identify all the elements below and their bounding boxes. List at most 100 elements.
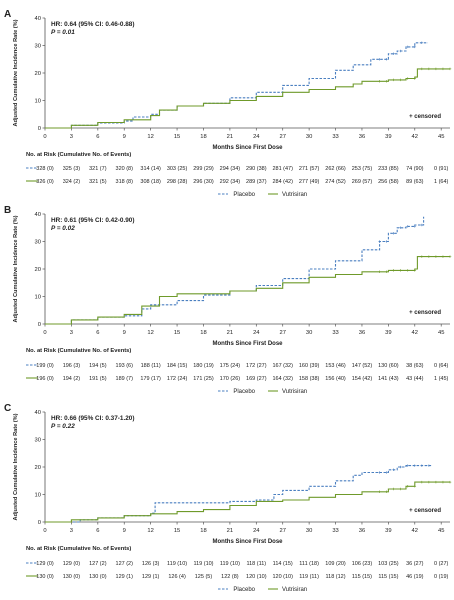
censor-mark xyxy=(406,484,410,488)
p-value-text: P = 0.01 xyxy=(51,29,75,36)
risk-table-cell: 111 (18) xyxy=(299,561,319,567)
censor-mark xyxy=(378,270,381,274)
risk-table-cell: 154 (42) xyxy=(352,376,373,382)
x-tick-label: 9 xyxy=(123,528,126,534)
risk-table-cell: 170 (26) xyxy=(220,376,241,382)
x-tick-label: 21 xyxy=(227,330,233,336)
x-tick-label: 42 xyxy=(412,330,418,336)
risk-table-cell: 38 (63) xyxy=(406,363,424,369)
censor-mark xyxy=(385,471,388,474)
x-tick-label: 45 xyxy=(438,330,444,336)
censor-mark xyxy=(420,464,424,467)
x-tick-label: 6 xyxy=(96,134,99,140)
risk-table-cell: 114 (15) xyxy=(273,561,293,567)
censor-mark xyxy=(413,484,417,488)
x-tick-label: 45 xyxy=(438,528,444,534)
censor-mark xyxy=(399,49,402,53)
risk-table-cell: 184 (15) xyxy=(167,363,188,369)
censor-mark xyxy=(448,480,452,484)
risk-table-header: No. at Risk (Cumulative No. of Events) xyxy=(26,546,131,552)
risk-table-cell: 314 (14) xyxy=(140,166,161,172)
risk-table-cell: 74 (90) xyxy=(406,166,424,172)
censor-mark xyxy=(420,41,424,45)
censor-mark xyxy=(448,67,452,71)
censor-mark xyxy=(434,480,438,484)
censor-mark xyxy=(399,269,402,272)
censor-mark xyxy=(413,464,417,467)
risk-table-cell: 320 (8) xyxy=(116,166,134,172)
risk-table-cell: 129 (0) xyxy=(36,561,54,567)
risk-table-cell: 179 (17) xyxy=(140,376,161,382)
x-tick-label: 21 xyxy=(227,528,233,534)
risk-table-cell: 164 (32) xyxy=(272,376,293,382)
x-tick-label: 30 xyxy=(306,134,312,140)
risk-table-cell: 318 (8) xyxy=(116,179,134,185)
censor-mark xyxy=(413,77,417,80)
risk-table-cell: 160 (39) xyxy=(299,363,320,369)
risk-table-cell: 120 (10) xyxy=(272,574,293,580)
risk-table-cell: 175 (24) xyxy=(220,363,241,369)
x-tick-label: 33 xyxy=(332,528,338,534)
risk-table-cell: 129 (1) xyxy=(142,574,160,580)
x-tick-label: 9 xyxy=(123,330,126,336)
risk-table-cell: 180 (19) xyxy=(193,363,214,369)
x-tick-label: 12 xyxy=(147,134,153,140)
risk-table-cell: 269 (57) xyxy=(352,179,373,185)
censor-mark xyxy=(420,67,424,71)
y-tick-label: 0 xyxy=(38,322,41,328)
x-tick-label: 36 xyxy=(359,330,365,336)
x-tick-label: 3 xyxy=(70,134,73,140)
risk-table-header: No. at Risk (Cumulative No. of Events) xyxy=(26,152,131,158)
y-tick-label: 30 xyxy=(35,438,41,444)
risk-table-cell: 281 (47) xyxy=(272,166,293,172)
risk-table-cell: 115 (15) xyxy=(352,574,372,580)
risk-table-cell: 284 (42) xyxy=(272,179,293,185)
risk-table-cell: 141 (43) xyxy=(378,376,399,382)
placebo-curve xyxy=(45,42,428,129)
x-tick-label: 36 xyxy=(359,134,365,140)
risk-table-cell: 189 (7) xyxy=(116,376,134,382)
risk-table-cell: 115 (15) xyxy=(378,574,398,580)
y-tick-label: 10 xyxy=(35,295,41,301)
x-tick-label: 0 xyxy=(43,330,46,336)
risk-table-cell: 129 (0) xyxy=(63,561,81,567)
censor-mark xyxy=(392,78,395,82)
vutrisiran-curve xyxy=(45,256,450,325)
risk-table-cell: 196 (0) xyxy=(36,376,54,382)
risk-table-cell: 1 (64) xyxy=(434,179,449,185)
x-tick-label: 24 xyxy=(253,330,260,336)
risk-table-cell: 122 (8) xyxy=(221,574,239,580)
x-tick-label: 36 xyxy=(359,528,365,534)
risk-table-cell: 289 (37) xyxy=(246,179,267,185)
y-axis-label: Adjusted Cumulative Incidence Rate (%) xyxy=(13,19,19,126)
risk-table-cell: 290 (38) xyxy=(246,166,267,172)
censor-mark xyxy=(378,57,381,61)
y-tick-label: 0 xyxy=(38,126,41,132)
risk-table-cell: 0 (27) xyxy=(434,561,449,567)
x-tick-label: 27 xyxy=(279,330,285,336)
x-axis-label: Months Since First Dose xyxy=(212,539,283,545)
censor-mark xyxy=(406,225,410,228)
x-tick-label: 27 xyxy=(279,528,285,534)
risk-table-cell: 274 (52) xyxy=(325,179,346,185)
x-tick-label: 9 xyxy=(123,134,126,140)
censor-mark xyxy=(392,468,395,472)
legend-vutrisiran-label: Vutrisiran xyxy=(282,192,307,198)
risk-table-cell: 147 (52) xyxy=(352,363,373,369)
placebo-curve xyxy=(45,216,425,325)
legend-placebo-label: Placebo xyxy=(233,192,255,198)
censor-mark xyxy=(427,480,431,484)
x-tick-label: 18 xyxy=(200,528,206,534)
risk-table-cell: 127 (2) xyxy=(89,561,107,567)
risk-table-cell: 188 (11) xyxy=(141,363,161,369)
legend-placebo-label: Placebo xyxy=(233,587,255,593)
risk-table-cell: 126 (4) xyxy=(168,574,186,580)
risk-table-cell: 303 (25) xyxy=(167,166,188,172)
risk-table-header: No. at Risk (Cumulative No. of Events) xyxy=(26,348,131,354)
legend-placebo-label: Placebo xyxy=(233,389,255,395)
p-value-text: P = 0.22 xyxy=(51,423,75,430)
censor-mark xyxy=(392,52,395,56)
risk-table-cell: 0 (19) xyxy=(434,574,449,580)
legend-vutrisiran-label: Vutrisiran xyxy=(282,389,307,395)
